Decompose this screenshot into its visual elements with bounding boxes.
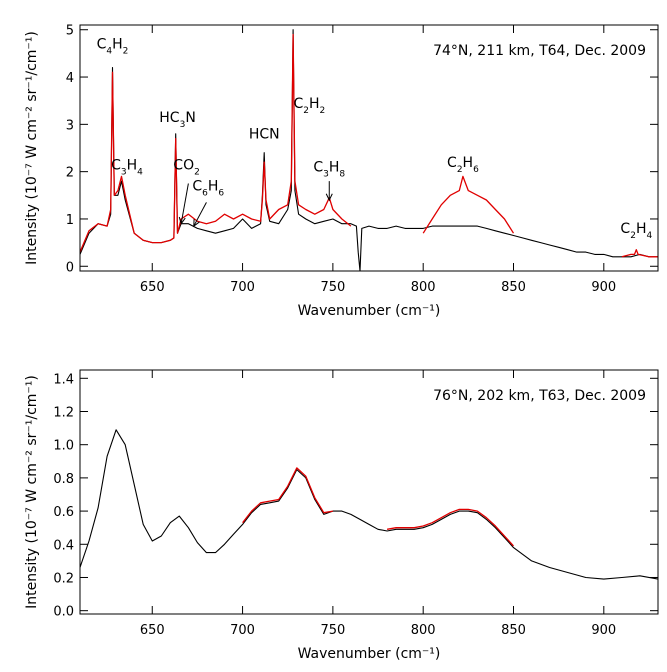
panel-bottom-ytick-label: 0.0 <box>53 605 74 620</box>
panel-bottom-ytick-label: 0.8 <box>53 472 74 487</box>
panel-top-xtick-label: 700 <box>230 280 255 295</box>
molecule-label: C2H6 <box>447 155 479 175</box>
panel-bottom-ticks: 650 700 750 800 850 900 0.0 0.2 0.4 0.6 0.8 1.0 1.2 1… <box>53 370 658 638</box>
panel-top-ticks: 650 700 750 800 850 900 0 1 2 3 4 5 <box>66 24 658 295</box>
molecule-label: C3H4 <box>111 157 143 177</box>
panel-bottom-series <box>80 429 658 580</box>
molecule-label: HCN <box>249 127 280 143</box>
panel-bottom-frame <box>79 369 659 615</box>
molecule-label: C2H4 <box>620 221 652 241</box>
molecule-label: C2H2 <box>294 96 326 116</box>
panel-bottom-xlabel: Wavenumber (cm⁻¹) <box>298 646 441 662</box>
panel-top: 650 700 750 800 850 900 0 1 2 3 4 5 C4H2 C3H4 HC3N CO2… <box>24 24 659 319</box>
panel-bottom-ytick-label: 0.2 <box>53 571 74 586</box>
panel-bottom-ytick-label: 0.4 <box>53 538 74 553</box>
panel-bottom-ytick-label: 1.2 <box>53 405 74 420</box>
panel-bottom: 650 700 750 800 850 900 0.0 0.2 0.4 0.6 0.8 1.0 1.2 1… <box>24 369 659 662</box>
panel-top-ytick-label: 5 <box>66 24 74 39</box>
panel-bottom-ytick-label: 1.4 <box>53 372 74 387</box>
panel-top-ylabel: Intensity (10⁻⁷ W cm⁻² sr⁻¹/cm⁻¹) <box>24 31 40 265</box>
panel-bottom-xtick-label: 700 <box>230 623 255 638</box>
panel-top-xtick-label: 850 <box>501 280 526 295</box>
panel-bottom-annotation: 76°N, 202 km, T63, Dec. 2009 <box>433 388 646 404</box>
panel-bottom-ytick-label: 1.0 <box>53 439 74 454</box>
panel-bottom-model-line <box>242 467 514 547</box>
panel-top-ytick-label: 3 <box>66 118 74 133</box>
molecule-label: CO2 <box>173 157 200 177</box>
panel-top-ytick-label: 0 <box>66 260 74 275</box>
panel-bottom-xtick-label: 750 <box>320 623 345 638</box>
panel-top-xlabel: Wavenumber (cm⁻¹) <box>298 303 441 319</box>
panel-bottom-xtick-label: 900 <box>591 623 616 638</box>
panel-top-observed-line <box>80 29 658 271</box>
panel-top-xtick-label: 900 <box>591 280 616 295</box>
arrow <box>178 183 189 225</box>
arrow <box>193 202 207 228</box>
panel-top-ytick-label: 2 <box>66 166 74 181</box>
panel-top-xtick-label: 650 <box>140 280 165 295</box>
arrow <box>325 181 333 202</box>
molecule-label: C3H8 <box>313 160 345 180</box>
molecule-label: C6H6 <box>192 179 224 199</box>
molecule-label: HC3N <box>159 110 196 130</box>
panel-top-ytick-label: 1 <box>66 213 74 228</box>
panel-top-xtick-label: 750 <box>320 280 345 295</box>
panel-bottom-xtick-label: 650 <box>140 623 165 638</box>
panel-bottom-observed-line <box>80 429 658 580</box>
panel-top-annotation: 74°N, 211 km, T64, Dec. 2009 <box>433 43 646 59</box>
panel-top-xtick-label: 800 <box>411 280 436 295</box>
panel-top-ytick-label: 4 <box>66 71 74 86</box>
panel-bottom-xtick-label: 850 <box>501 623 526 638</box>
panel-bottom-ylabel: Intensity (10⁻⁷ W cm⁻² sr⁻¹/cm⁻¹) <box>24 375 40 609</box>
panel-top-model-line <box>80 33 658 258</box>
panel-bottom-xtick-label: 800 <box>411 623 436 638</box>
panel-bottom-ytick-label: 0.6 <box>53 505 74 520</box>
molecule-label: C4H2 <box>97 37 129 57</box>
panel-top-frame <box>79 24 659 272</box>
panel-top-series <box>80 29 658 271</box>
